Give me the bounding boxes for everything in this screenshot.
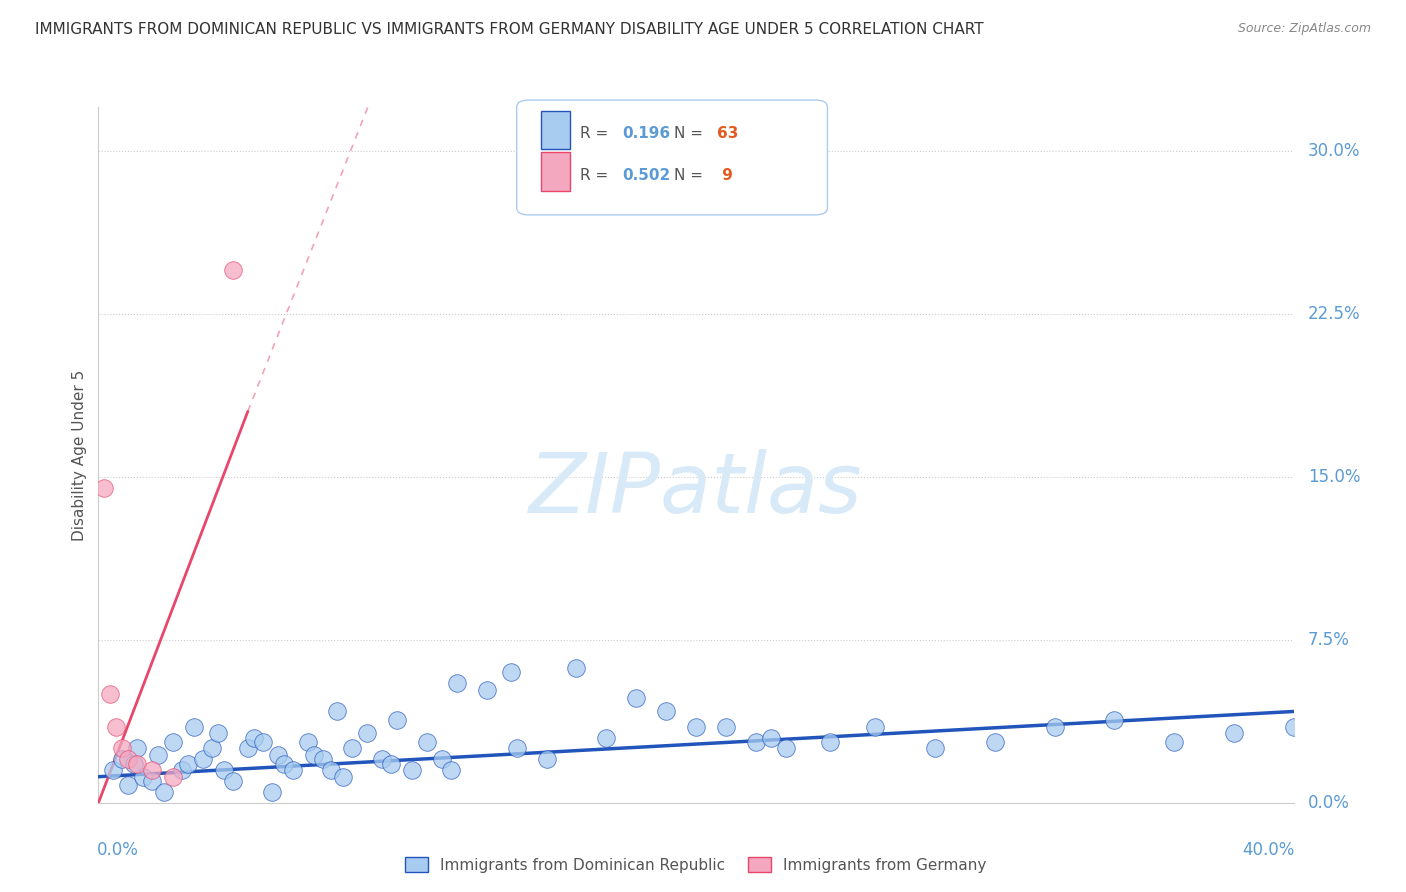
Point bbox=[273, 756, 295, 771]
Text: 0.0%: 0.0% bbox=[97, 841, 139, 859]
Point bbox=[98, 687, 122, 701]
Point bbox=[177, 756, 200, 771]
Text: 0.502: 0.502 bbox=[621, 168, 671, 183]
Point bbox=[297, 735, 319, 749]
Text: 30.0%: 30.0% bbox=[1308, 142, 1361, 160]
Point bbox=[924, 741, 946, 756]
Point bbox=[385, 713, 409, 727]
Point bbox=[565, 661, 588, 675]
Point bbox=[236, 741, 259, 756]
Point bbox=[321, 763, 343, 777]
Point bbox=[983, 735, 1005, 749]
Point bbox=[281, 763, 304, 777]
Text: N =: N = bbox=[675, 126, 709, 141]
Point bbox=[172, 763, 194, 777]
Point bbox=[201, 741, 224, 756]
Point bbox=[1043, 720, 1066, 734]
Point bbox=[132, 770, 155, 784]
Point bbox=[103, 763, 125, 777]
Point bbox=[93, 481, 115, 495]
Point bbox=[191, 752, 214, 766]
Point bbox=[1222, 726, 1246, 740]
Point bbox=[302, 747, 325, 762]
Point bbox=[775, 741, 797, 756]
Point bbox=[162, 770, 184, 784]
Point bbox=[499, 665, 522, 680]
Point bbox=[111, 752, 134, 766]
Point bbox=[416, 735, 439, 749]
Point bbox=[863, 720, 886, 734]
Point bbox=[243, 731, 266, 745]
Point bbox=[1163, 735, 1185, 749]
Y-axis label: Disability Age Under 5: Disability Age Under 5 bbox=[72, 369, 87, 541]
Text: 0.196: 0.196 bbox=[621, 126, 671, 141]
FancyBboxPatch shape bbox=[517, 100, 827, 215]
Point bbox=[430, 752, 453, 766]
Point bbox=[183, 720, 205, 734]
Text: Source: ZipAtlas.com: Source: ZipAtlas.com bbox=[1237, 22, 1371, 36]
Point bbox=[127, 756, 149, 771]
Point bbox=[1282, 720, 1305, 734]
Text: 0.0%: 0.0% bbox=[1308, 794, 1350, 812]
Bar bbox=[540, 153, 571, 191]
Point bbox=[371, 752, 394, 766]
Point bbox=[207, 726, 229, 740]
Point bbox=[624, 691, 647, 706]
Point bbox=[536, 752, 558, 766]
Point bbox=[311, 752, 333, 766]
Point bbox=[1102, 713, 1125, 727]
Text: 9: 9 bbox=[717, 168, 734, 183]
Text: R =: R = bbox=[581, 126, 613, 141]
Text: ZIPatlas: ZIPatlas bbox=[529, 450, 863, 530]
Point bbox=[222, 774, 245, 789]
Point bbox=[440, 763, 463, 777]
Point bbox=[475, 682, 498, 697]
Point bbox=[148, 747, 170, 762]
Text: IMMIGRANTS FROM DOMINICAN REPUBLIC VS IMMIGRANTS FROM GERMANY DISABILITY AGE UND: IMMIGRANTS FROM DOMINICAN REPUBLIC VS IM… bbox=[35, 22, 984, 37]
Point bbox=[759, 731, 782, 745]
Bar bbox=[540, 111, 571, 149]
Point bbox=[685, 720, 707, 734]
Text: 7.5%: 7.5% bbox=[1308, 631, 1350, 648]
Point bbox=[714, 720, 737, 734]
Text: R =: R = bbox=[581, 168, 613, 183]
Point bbox=[260, 785, 283, 799]
Point bbox=[401, 763, 423, 777]
Text: 22.5%: 22.5% bbox=[1308, 304, 1361, 323]
Point bbox=[117, 752, 139, 766]
Point bbox=[105, 720, 128, 734]
Text: 40.0%: 40.0% bbox=[1243, 841, 1295, 859]
Point bbox=[127, 741, 149, 756]
Legend: Immigrants from Dominican Republic, Immigrants from Germany: Immigrants from Dominican Republic, Immi… bbox=[399, 850, 993, 879]
Point bbox=[332, 770, 354, 784]
Point bbox=[117, 778, 139, 792]
Point bbox=[655, 705, 678, 719]
Text: 63: 63 bbox=[717, 126, 740, 141]
Point bbox=[212, 763, 235, 777]
Point bbox=[356, 726, 378, 740]
Point bbox=[252, 735, 274, 749]
Point bbox=[153, 785, 176, 799]
Point bbox=[111, 741, 134, 756]
Point bbox=[141, 774, 163, 789]
Text: 15.0%: 15.0% bbox=[1308, 467, 1361, 485]
Point bbox=[506, 741, 529, 756]
Point bbox=[162, 735, 184, 749]
Point bbox=[141, 763, 163, 777]
Point bbox=[380, 756, 402, 771]
Point bbox=[342, 741, 364, 756]
Point bbox=[326, 705, 349, 719]
Point bbox=[267, 747, 290, 762]
Point bbox=[820, 735, 842, 749]
Text: N =: N = bbox=[675, 168, 709, 183]
Point bbox=[222, 263, 245, 277]
Point bbox=[446, 676, 468, 690]
Point bbox=[595, 731, 617, 745]
Point bbox=[124, 756, 146, 771]
Point bbox=[745, 735, 768, 749]
